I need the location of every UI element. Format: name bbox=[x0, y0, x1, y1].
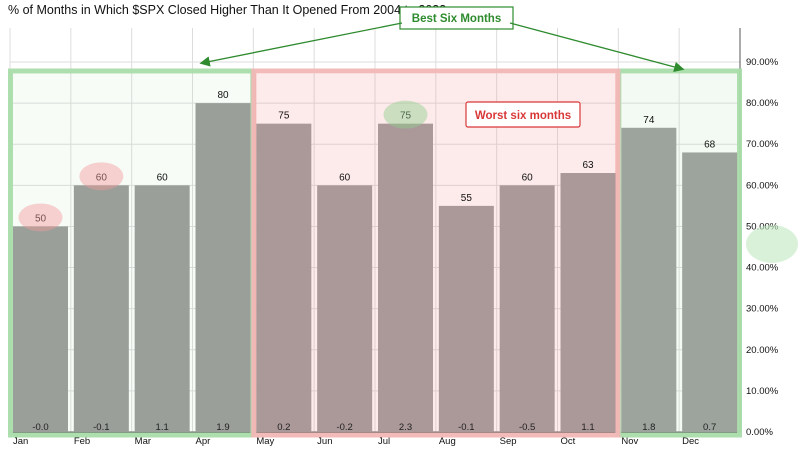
value-label: 63 bbox=[582, 160, 594, 171]
average-change-label: 1.9 bbox=[216, 422, 229, 433]
y-tick-label: 0.00% bbox=[746, 427, 773, 438]
y-tick-label: 90.00% bbox=[746, 57, 779, 68]
y-tick-label: 60.00% bbox=[746, 180, 779, 191]
average-change-label: 2.3 bbox=[399, 422, 412, 433]
category-label: Jun bbox=[317, 436, 332, 447]
red-highlight-ellipse bbox=[18, 203, 63, 232]
bar bbox=[317, 185, 373, 432]
average-change-label: 1.1 bbox=[581, 422, 594, 433]
category-label: Apr bbox=[196, 436, 211, 447]
chart-title: % of Months in Which $SPX Closed Higher … bbox=[8, 3, 446, 17]
axis-highlight-ellipse bbox=[746, 225, 798, 263]
best-months-tint bbox=[620, 74, 738, 432]
value-label: 75 bbox=[400, 111, 412, 122]
value-label: 60 bbox=[522, 172, 534, 183]
category-label: Jul bbox=[378, 436, 390, 447]
best-months-label: Best Six Months bbox=[412, 13, 501, 25]
best-arrow-right bbox=[509, 22, 685, 73]
bar bbox=[621, 127, 677, 433]
worst-months-box bbox=[251, 68, 621, 438]
value-label: 60 bbox=[157, 172, 169, 183]
bar bbox=[378, 123, 433, 433]
bars bbox=[13, 103, 738, 433]
category-label: May bbox=[256, 436, 274, 447]
average-change-label: -0.2 bbox=[336, 422, 352, 433]
value-label: 74 bbox=[643, 115, 655, 126]
average-change-label: -0.1 bbox=[458, 422, 474, 433]
value-label: 80 bbox=[217, 90, 229, 101]
overlays bbox=[12, 74, 738, 432]
average-change-label: 1.1 bbox=[156, 422, 169, 433]
y-tick-label: 40.00% bbox=[746, 263, 779, 274]
worst-months-tint bbox=[255, 74, 617, 432]
bar bbox=[499, 185, 555, 432]
green-highlight-ellipse bbox=[383, 100, 428, 129]
value-label: 60 bbox=[339, 172, 351, 183]
red-highlight-ellipse bbox=[79, 162, 124, 191]
average-change-label: 0.2 bbox=[277, 422, 290, 433]
bar bbox=[134, 185, 190, 432]
bar bbox=[560, 173, 616, 432]
y-tick-label: 20.00% bbox=[746, 345, 779, 356]
bar bbox=[438, 205, 494, 432]
category-label: Dec bbox=[682, 436, 699, 447]
bar bbox=[256, 123, 312, 433]
average-change-label: -0.1 bbox=[93, 422, 109, 433]
value-label: 60 bbox=[96, 172, 108, 183]
bar bbox=[195, 103, 251, 432]
annotations: Best Six Months Worst six months bbox=[18, 6, 798, 263]
value-label: 68 bbox=[704, 139, 716, 150]
best-months-tint bbox=[12, 74, 252, 432]
bar bbox=[73, 185, 129, 432]
category-label: Aug bbox=[439, 436, 456, 447]
average-change-label: 0.7 bbox=[703, 422, 716, 433]
y-tick-label: 80.00% bbox=[746, 98, 779, 109]
average-change-label: -0.0 bbox=[32, 422, 48, 433]
bar bbox=[13, 226, 68, 432]
category-label: Nov bbox=[621, 436, 638, 447]
average-change-label: -0.5 bbox=[519, 422, 535, 433]
worst-months-label-box bbox=[465, 101, 581, 128]
category-label: Oct bbox=[561, 436, 576, 447]
average-change-label: 1.8 bbox=[642, 422, 655, 433]
category-label: Jan bbox=[13, 436, 28, 447]
y-tick-label: 70.00% bbox=[746, 139, 779, 150]
best-months-label-box bbox=[399, 6, 514, 30]
value-label: 50 bbox=[35, 213, 47, 224]
labels: 0.00%10.00%20.00%30.00%40.00%50.00%60.00… bbox=[13, 57, 779, 447]
best-arrow-left bbox=[199, 22, 403, 67]
category-label: Sep bbox=[500, 436, 517, 447]
category-label: Feb bbox=[74, 436, 90, 447]
value-label: 55 bbox=[461, 193, 473, 204]
bar bbox=[682, 152, 738, 432]
y-tick-label: 30.00% bbox=[746, 304, 779, 315]
worst-months-label: Worst six months bbox=[475, 110, 571, 122]
y-tick-label: 10.00% bbox=[746, 386, 779, 397]
value-label: 75 bbox=[278, 111, 290, 122]
category-label: Mar bbox=[135, 436, 151, 447]
